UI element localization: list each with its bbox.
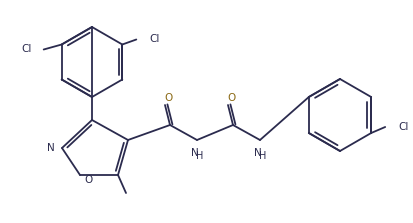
Text: O: O — [164, 93, 173, 103]
Text: N: N — [191, 148, 198, 158]
Text: H: H — [196, 151, 203, 161]
Text: Cl: Cl — [149, 35, 159, 45]
Text: Cl: Cl — [397, 122, 408, 132]
Text: O: O — [84, 175, 92, 185]
Text: N: N — [47, 143, 55, 153]
Text: N: N — [254, 148, 261, 158]
Text: O: O — [227, 93, 235, 103]
Text: H: H — [259, 151, 266, 161]
Text: Cl: Cl — [21, 45, 32, 54]
